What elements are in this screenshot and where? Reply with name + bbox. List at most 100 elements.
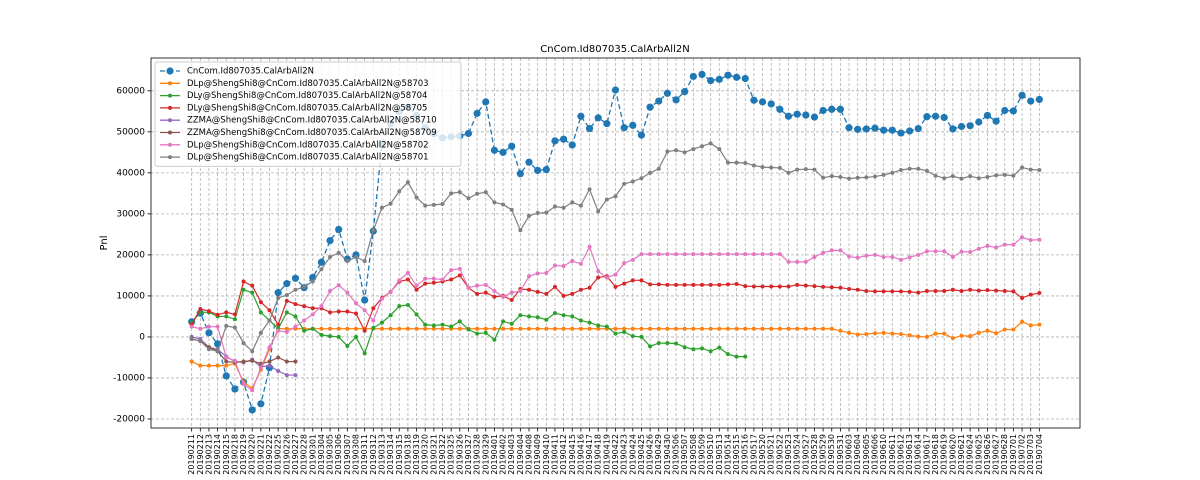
data-point — [499, 148, 507, 156]
data-point — [821, 326, 826, 331]
x-tick-label: 20190513 — [715, 434, 724, 475]
data-point — [527, 314, 532, 319]
data-point — [717, 345, 722, 350]
data-point — [656, 341, 661, 346]
data-point — [717, 326, 722, 331]
x-tick-label: 20190704 — [1035, 434, 1044, 475]
data-point — [561, 263, 566, 268]
data-point — [1011, 173, 1016, 178]
data-point — [578, 318, 583, 323]
x-tick-label: 20190404 — [516, 434, 525, 475]
x-tick-label: 20190527 — [801, 434, 810, 475]
data-point — [880, 126, 888, 134]
data-point — [838, 328, 843, 333]
y-tick-label: 60000 — [116, 86, 145, 96]
data-point — [276, 322, 281, 327]
data-point — [293, 302, 298, 307]
data-point — [431, 326, 436, 331]
data-point — [490, 146, 499, 154]
data-point — [267, 308, 272, 313]
data-point — [578, 261, 583, 266]
data-point — [847, 176, 852, 181]
data-point — [570, 259, 575, 264]
data-point — [622, 326, 627, 331]
data-point — [544, 291, 549, 296]
x-tick-label: 20190227 — [291, 434, 300, 475]
data-point — [942, 288, 947, 293]
x-tick-label: 20190509 — [697, 434, 706, 475]
data-point — [819, 106, 827, 115]
data-point — [776, 105, 784, 113]
x-tick-label: 20190521 — [767, 434, 776, 475]
data-point — [397, 278, 402, 283]
data-point — [810, 113, 819, 121]
data-point — [570, 291, 575, 296]
data-point — [527, 274, 532, 279]
legend-marker — [168, 118, 172, 123]
data-point — [648, 170, 653, 175]
data-point — [215, 363, 220, 368]
data-point — [663, 89, 671, 97]
data-point — [717, 252, 722, 257]
x-tick-label: 20190228 — [300, 434, 309, 475]
data-point — [544, 317, 549, 322]
data-point — [215, 349, 220, 354]
data-point — [611, 86, 620, 94]
data-point — [656, 282, 661, 287]
data-point — [518, 288, 523, 293]
data-point — [224, 310, 229, 315]
data-point — [942, 331, 947, 336]
data-point — [708, 282, 713, 287]
x-tick-label: 20190325 — [447, 434, 456, 475]
x-tick-label: 20190515 — [732, 434, 741, 475]
data-point — [604, 275, 609, 280]
data-point — [795, 282, 800, 287]
data-point — [379, 320, 384, 325]
data-point — [864, 175, 869, 180]
data-point — [699, 144, 704, 149]
data-point — [457, 273, 462, 278]
data-point — [994, 331, 999, 336]
x-tick-label: 20190422 — [611, 434, 620, 475]
data-point — [1009, 107, 1017, 115]
data-point — [994, 245, 999, 250]
data-point — [613, 272, 618, 277]
x-tick-label: 20190531 — [836, 434, 845, 475]
x-tick-label: 20190429 — [654, 434, 663, 475]
data-point — [630, 257, 635, 262]
data-point — [319, 304, 324, 309]
data-point — [708, 349, 713, 354]
data-point — [317, 258, 326, 266]
data-point — [440, 322, 445, 327]
data-point — [483, 330, 488, 335]
data-point — [326, 236, 334, 245]
data-point — [821, 175, 826, 180]
data-point — [916, 166, 921, 171]
y-tick-label: 20000 — [116, 250, 145, 260]
legend-marker — [168, 105, 172, 110]
data-point — [812, 284, 817, 289]
x-tick-label: 20190308 — [352, 434, 361, 475]
data-point — [596, 275, 601, 280]
data-point — [907, 255, 912, 260]
x-tick-label: 20190604 — [853, 434, 862, 475]
data-point — [777, 326, 782, 331]
data-point — [897, 129, 905, 137]
data-point — [596, 326, 601, 331]
data-point — [985, 174, 990, 179]
data-point — [803, 167, 808, 172]
data-point — [751, 326, 756, 331]
data-point — [596, 209, 601, 214]
data-point — [215, 324, 220, 329]
x-tick-label: 20190516 — [741, 434, 750, 475]
data-point — [560, 135, 568, 143]
data-point — [328, 310, 333, 315]
data-point — [310, 306, 315, 311]
data-point — [267, 318, 272, 323]
data-point — [568, 141, 576, 149]
data-point — [397, 189, 402, 194]
x-tick-label: 20190619 — [940, 434, 949, 475]
data-point — [734, 326, 739, 331]
x-tick-label: 20190529 — [819, 434, 828, 475]
data-point — [829, 248, 834, 253]
